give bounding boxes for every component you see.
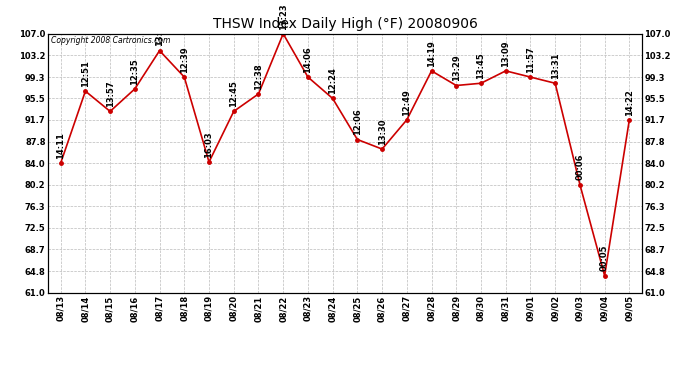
Text: 12:49: 12:49 <box>402 89 411 116</box>
Text: 13:29: 13:29 <box>452 55 461 81</box>
Text: 12:35: 12:35 <box>130 58 139 85</box>
Text: 13:: 13: <box>155 32 164 46</box>
Text: 13:30: 13:30 <box>377 118 386 145</box>
Text: 00:05: 00:05 <box>600 245 609 272</box>
Text: 12:39: 12:39 <box>180 46 189 73</box>
Text: 16:03: 16:03 <box>204 131 213 158</box>
Text: 14:22: 14:22 <box>625 89 634 116</box>
Title: THSW Index Daily High (°F) 20080906: THSW Index Daily High (°F) 20080906 <box>213 17 477 31</box>
Text: 14:19: 14:19 <box>427 40 436 67</box>
Text: 13:23: 13:23 <box>279 3 288 30</box>
Text: 14:06: 14:06 <box>304 46 313 73</box>
Text: 14:11: 14:11 <box>56 132 65 159</box>
Text: 12:24: 12:24 <box>328 68 337 94</box>
Text: 12:51: 12:51 <box>81 60 90 87</box>
Text: 12:38: 12:38 <box>254 63 263 90</box>
Text: 13:09: 13:09 <box>501 40 510 67</box>
Text: 12:06: 12:06 <box>353 109 362 135</box>
Text: 13:57: 13:57 <box>106 81 115 107</box>
Text: 13:45: 13:45 <box>477 53 486 79</box>
Text: 13:31: 13:31 <box>551 53 560 79</box>
Text: 11:57: 11:57 <box>526 46 535 73</box>
Text: 00:06: 00:06 <box>575 154 584 180</box>
Text: 12:45: 12:45 <box>229 80 238 107</box>
Text: Copyright 2008 Cartronics.com: Copyright 2008 Cartronics.com <box>51 36 170 45</box>
